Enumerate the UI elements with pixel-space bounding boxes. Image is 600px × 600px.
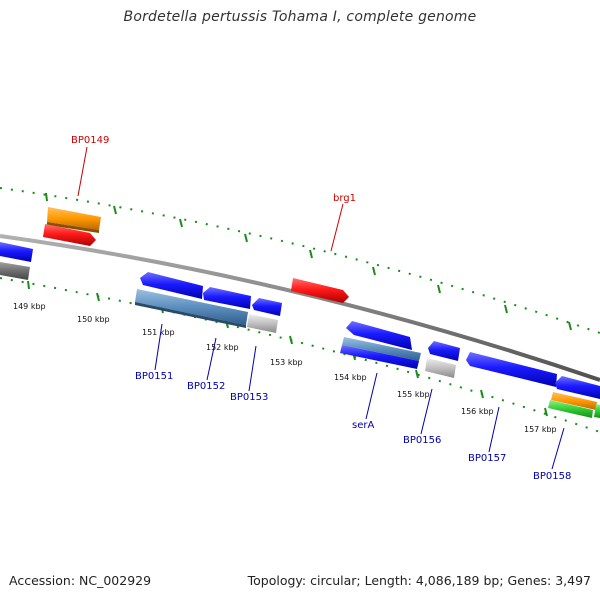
tick-label: 150 kbp [77, 315, 110, 324]
gene-bp0152[interactable] [203, 287, 251, 309]
gene-bp0149[interactable] [43, 224, 96, 246]
gene-sera[interactable] [346, 321, 412, 350]
gene-label-bp0158: BP0158 [533, 471, 571, 482]
label-leader-lines [77, 146, 565, 470]
gene-bp0151[interactable] [140, 272, 203, 299]
tick-label: 155 kbp [397, 390, 430, 399]
gene-bp0158[interactable] [555, 376, 600, 399]
tick-label: 157 kbp [524, 425, 557, 434]
outer-tick-ring [0, 187, 600, 334]
gene-bp0153[interactable] [252, 298, 282, 316]
gene-label-bp0153: BP0153 [230, 392, 268, 403]
gene-brg1[interactable] [291, 278, 349, 303]
tick-label: 149 kbp [13, 302, 46, 311]
inner-major-ticks [27, 280, 548, 417]
gene-bp0158-green[interactable] [548, 400, 600, 418]
gene-label-bp0157: BP0157 [468, 453, 506, 464]
gene-partial-left-blue[interactable] [0, 242, 33, 262]
tick-label: 153 kbp [270, 358, 303, 367]
map-title: Bordetella pertussis Tohama I, complete … [123, 9, 477, 25]
gene-partial-left-gray[interactable] [0, 262, 30, 280]
gene-bp0156[interactable] [428, 341, 460, 361]
tick-label: 152 kbp [206, 343, 239, 352]
gene-sera-steel[interactable] [342, 337, 421, 361]
genome-summary-text: Topology: circular; Length: 4,086,189 bp… [247, 573, 591, 588]
gene-bp0149-rna[interactable] [47, 207, 101, 233]
gene-bp0157[interactable] [466, 352, 557, 387]
gene-label-sera: serA [352, 420, 374, 431]
gene-label-brg1: brg1 [333, 193, 356, 204]
tick-label: 156 kbp [461, 407, 494, 416]
tick-labels: 149 kbp 150 kbp 151 kbp 152 kbp 153 kbp … [13, 302, 557, 434]
gene-bp0153-pseudo[interactable] [247, 314, 278, 333]
gene-bp0151-steel[interactable] [135, 289, 248, 328]
tick-label: 151 kbp [142, 328, 175, 337]
tick-label: 154 kbp [334, 373, 367, 382]
gene-bp0156-pseudo[interactable] [425, 358, 456, 378]
gene-sera-blue2[interactable] [340, 345, 419, 369]
outer-major-ticks [45, 192, 572, 331]
inner-tick-ring [0, 277, 600, 433]
gene-label-bp0156: BP0156 [403, 435, 441, 446]
gene-label-bp0151: BP0151 [135, 371, 173, 382]
accession-text: Accession: NC_002929 [9, 573, 152, 588]
gene-label-bp0149: BP0149 [71, 135, 109, 146]
gene-labels: BP0149 brg1 BP0151 BP0152 BP0153 serA BP… [71, 135, 571, 482]
gene-label-bp0152: BP0152 [187, 381, 225, 392]
gene-bp0158-orange[interactable] [551, 392, 597, 410]
